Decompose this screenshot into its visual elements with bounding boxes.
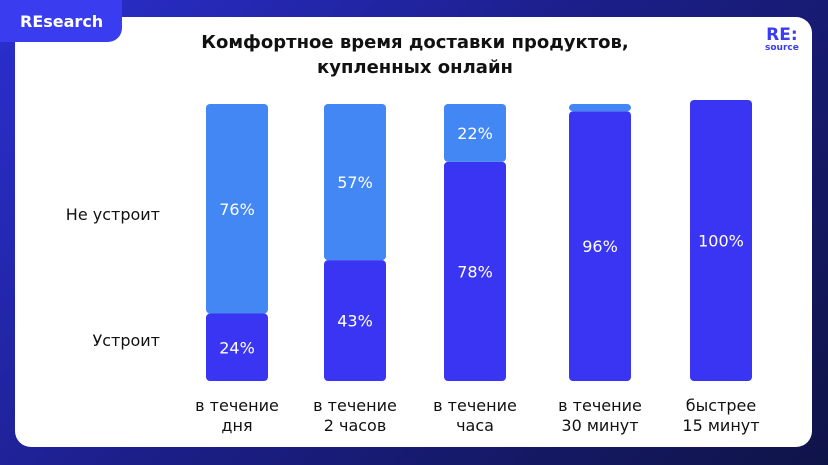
data-label: 78% xyxy=(457,262,493,281)
x-tick-label: дня xyxy=(221,416,252,435)
bar-ustroit xyxy=(569,111,631,382)
data-label: 96% xyxy=(582,237,618,256)
x-tick-label: в течение xyxy=(195,396,279,415)
bar-ustroit xyxy=(324,260,386,381)
legend-label-ne-ustroit: Не устроит xyxy=(65,205,160,224)
bar-ne-ustroit xyxy=(324,104,386,261)
bar-ne-ustroit xyxy=(569,104,631,112)
data-label: 100% xyxy=(698,232,744,251)
bar-ustroit xyxy=(444,161,506,381)
x-tick-label: 15 минут xyxy=(682,416,759,435)
data-label: 22% xyxy=(457,124,493,143)
bar-ne-ustroit xyxy=(444,104,506,162)
bar-ustroit xyxy=(206,313,268,381)
x-tick-label: быстрее xyxy=(686,396,756,415)
x-tick-label: 30 минут xyxy=(561,416,638,435)
data-label: 57% xyxy=(337,173,373,192)
legend-label-ustroit: Устроит xyxy=(92,331,160,350)
resource-logo: RE: source xyxy=(765,25,799,53)
x-tick-label: часа xyxy=(456,416,494,435)
chart-title: Комфортное время доставки продуктов, куп… xyxy=(201,32,629,78)
bar-ustroit xyxy=(690,100,752,381)
x-tick-label: в течение xyxy=(313,396,397,415)
x-tick-label: в течение xyxy=(433,396,517,415)
data-label: 24% xyxy=(219,338,255,357)
bar-ne-ustroit xyxy=(206,104,268,314)
card xyxy=(15,17,812,447)
research-tab: REsearch xyxy=(0,0,122,42)
data-label: 76% xyxy=(219,200,255,219)
x-tick-label: 2 часов xyxy=(324,416,387,435)
x-tick-label: в течение xyxy=(558,396,642,415)
data-label: 43% xyxy=(337,312,373,331)
